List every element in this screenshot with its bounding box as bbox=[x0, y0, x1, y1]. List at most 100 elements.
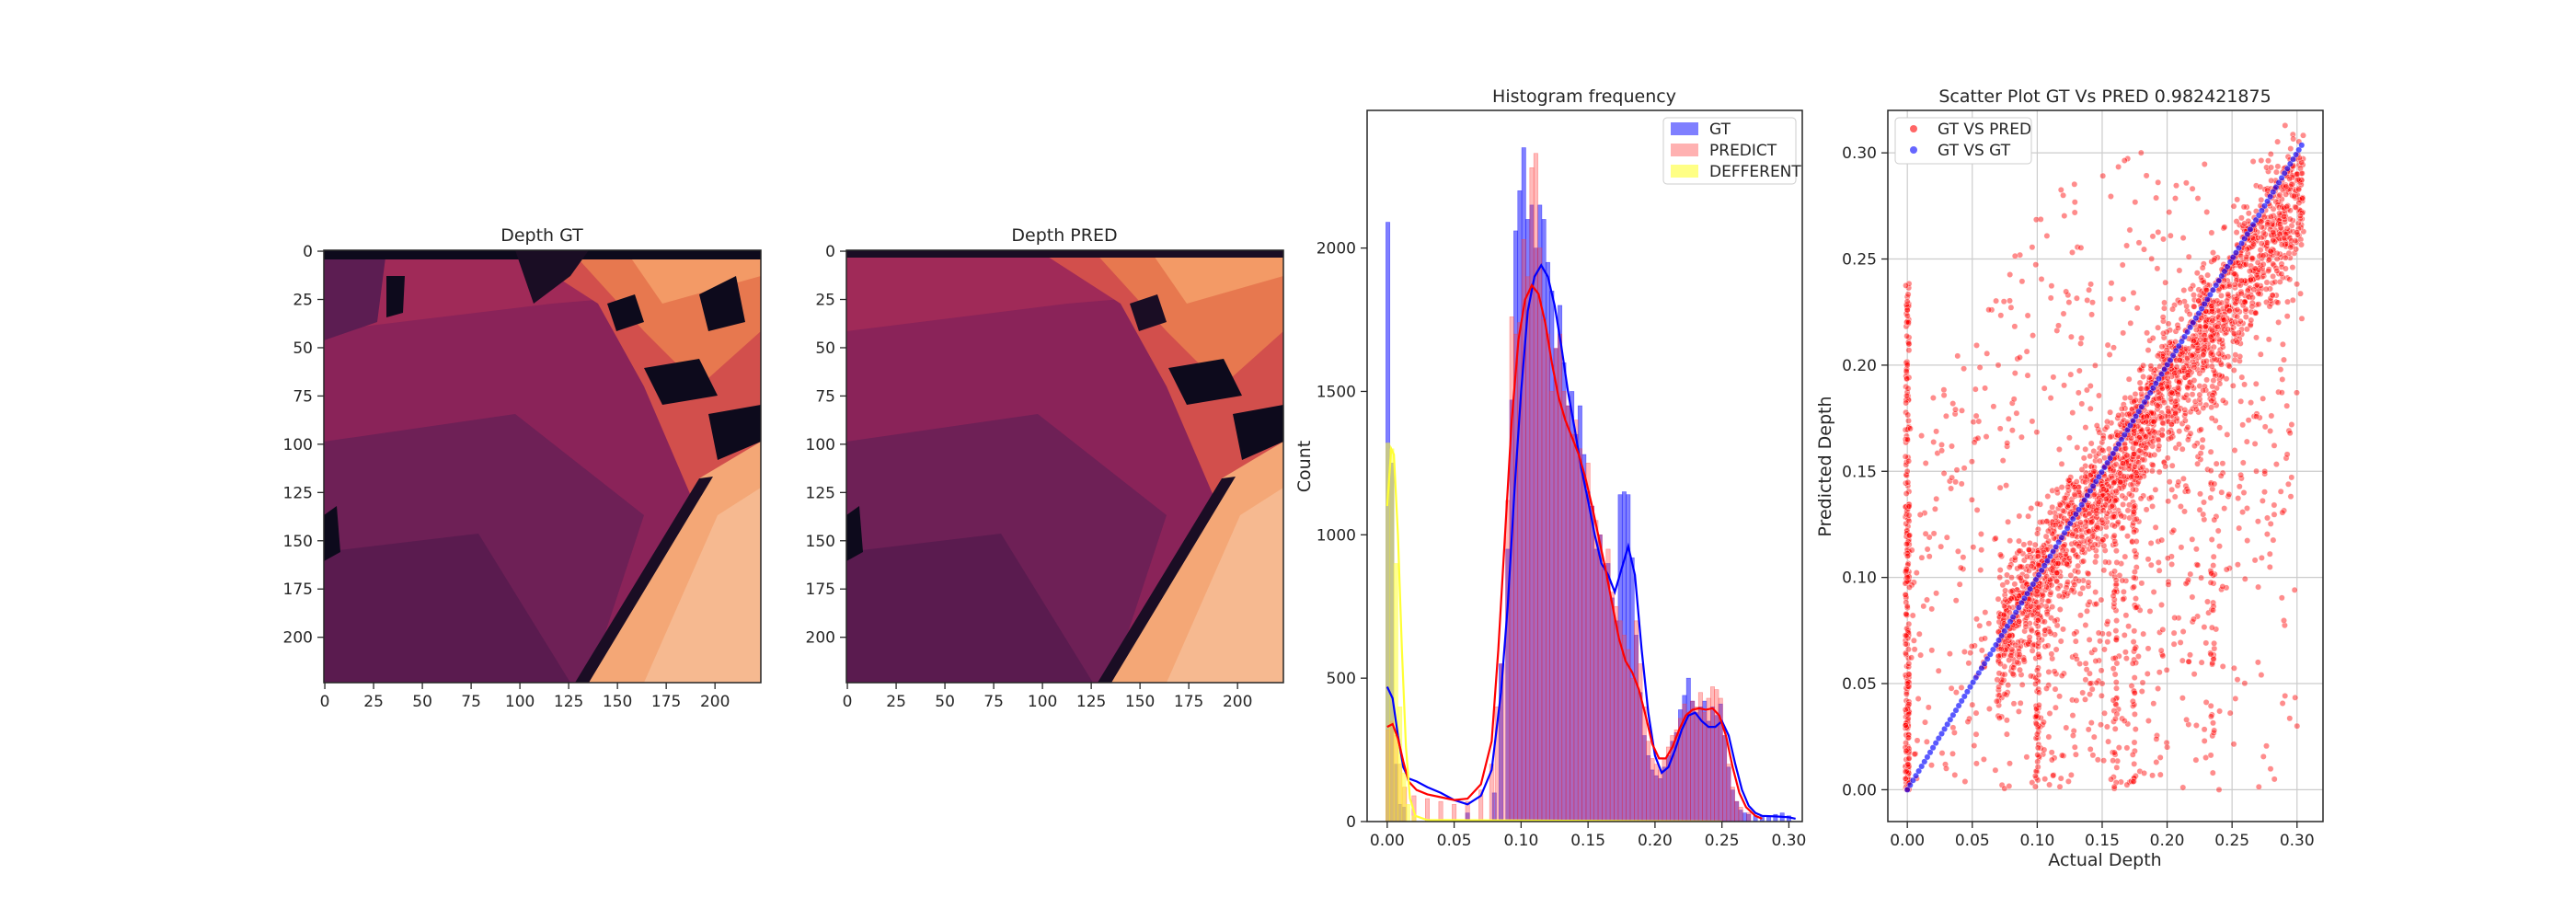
histogram-bar bbox=[1730, 787, 1735, 822]
scatter-point bbox=[1954, 547, 1961, 555]
scatter-point bbox=[2146, 452, 2154, 459]
scatter-point bbox=[2171, 493, 2179, 500]
scatter-point bbox=[2065, 501, 2073, 509]
scatter-point bbox=[2192, 406, 2200, 413]
legend-label-gt-vs-pred: GT VS PRED bbox=[1938, 121, 2031, 139]
histogram-bar bbox=[1389, 448, 1395, 822]
scatter-point bbox=[2251, 265, 2259, 272]
scatter-point bbox=[2156, 390, 2164, 397]
scatter-point bbox=[2049, 575, 2056, 582]
scatter-point bbox=[2149, 462, 2156, 469]
scatter-point bbox=[2153, 759, 2160, 765]
scatter-point bbox=[2113, 684, 2120, 692]
scatter-point bbox=[1904, 646, 1912, 653]
scatter-point bbox=[2060, 543, 2067, 550]
scatter-point bbox=[2279, 210, 2286, 217]
scatter-point bbox=[2028, 562, 2035, 569]
scatter-point bbox=[2025, 640, 2032, 648]
scatter-point bbox=[2162, 412, 2169, 420]
depth-pred-panel: Depth PRED 0 25 50 75 100 125 150 175 200 0 25 50 75… bbox=[806, 225, 1284, 711]
scatter-point bbox=[2097, 638, 2104, 645]
scatter-point bbox=[2087, 719, 2095, 726]
histogram-bar bbox=[1438, 800, 1443, 822]
scatter-point bbox=[2243, 253, 2250, 260]
scatter-point bbox=[2133, 469, 2140, 477]
scatter-point bbox=[2230, 741, 2237, 748]
scatter-point bbox=[2184, 424, 2191, 431]
y-tick-label: 0.10 bbox=[1842, 569, 1877, 588]
scatter-point bbox=[2136, 447, 2144, 454]
scatter-point bbox=[2089, 503, 2097, 510]
scatter-point bbox=[2264, 187, 2271, 194]
scatter-point bbox=[2063, 724, 2070, 731]
scatter-point bbox=[2147, 362, 2155, 370]
scatter-point bbox=[2105, 738, 2112, 745]
scatter-point bbox=[1994, 676, 2001, 684]
scatter-point bbox=[2270, 229, 2277, 236]
scatter-point bbox=[2263, 279, 2271, 286]
scatter-point bbox=[2281, 235, 2288, 242]
scatter-point bbox=[2267, 428, 2274, 434]
scatter-point bbox=[1904, 319, 1912, 326]
histogram-ylabel: Count bbox=[1294, 441, 1315, 492]
scatter-point bbox=[2297, 290, 2304, 297]
scatter-point bbox=[2086, 598, 2093, 605]
scatter-point bbox=[2035, 639, 2042, 647]
scatter-point bbox=[2017, 666, 2023, 673]
scatter-point bbox=[2198, 659, 2205, 666]
scatter-point bbox=[2278, 594, 2285, 602]
scatter-point bbox=[2171, 615, 2179, 621]
scatter-point bbox=[2236, 524, 2243, 532]
scatter-point bbox=[2082, 463, 2089, 469]
scatter-point bbox=[2273, 249, 2281, 257]
histogram-bar bbox=[1545, 333, 1550, 822]
scatter-grid bbox=[1888, 110, 2323, 822]
scatter-point bbox=[2169, 413, 2177, 420]
histogram-bar bbox=[1405, 803, 1410, 822]
scatter-point bbox=[2078, 400, 2086, 408]
scatter-point bbox=[2243, 260, 2249, 268]
x-tick-label: 150 bbox=[1125, 693, 1155, 711]
y-tick-label: 0.20 bbox=[1842, 357, 1877, 375]
scatter-point bbox=[2016, 537, 2022, 545]
scatter-point bbox=[2016, 651, 2023, 658]
scatter-point bbox=[2115, 412, 2122, 419]
scatter-point bbox=[2035, 672, 2042, 678]
y-tick-label: 0.15 bbox=[1842, 463, 1877, 481]
scatter-point bbox=[2270, 236, 2277, 244]
scatter-point bbox=[2186, 311, 2193, 317]
scatter-point bbox=[1949, 474, 1956, 481]
scatter-point bbox=[2007, 588, 2015, 595]
scatter-point bbox=[2265, 268, 2272, 274]
scatter-point bbox=[2174, 391, 2181, 398]
scatter-point bbox=[2291, 249, 2298, 257]
scatter-point bbox=[2090, 468, 2098, 475]
scatter-point bbox=[2286, 215, 2294, 223]
scatter-point bbox=[2149, 335, 2156, 341]
scatter-point bbox=[1970, 419, 1977, 425]
scatter-point bbox=[2159, 627, 2167, 633]
scatter-point bbox=[2149, 427, 2156, 434]
scatter-point bbox=[2272, 168, 2280, 176]
scatter-point bbox=[2047, 589, 2054, 596]
scatter-point bbox=[2020, 541, 2028, 548]
scatter-point bbox=[2179, 628, 2187, 635]
y-tick-label: 0.00 bbox=[1842, 781, 1877, 799]
scatter-point bbox=[2176, 441, 2182, 448]
scatter-point bbox=[2294, 170, 2301, 178]
scatter-point bbox=[2160, 329, 2167, 337]
scatter-point bbox=[2257, 351, 2264, 358]
scatter-point bbox=[1905, 417, 1912, 424]
scatter-point bbox=[2219, 397, 2226, 404]
scatter-point bbox=[2279, 340, 2286, 348]
scatter-point bbox=[2099, 172, 2107, 179]
scatter-point bbox=[2111, 523, 2119, 530]
scatter-point bbox=[2125, 375, 2133, 383]
scatter-point bbox=[2101, 709, 2108, 717]
scatter-point bbox=[2209, 327, 2216, 334]
scatter-point bbox=[2288, 237, 2295, 245]
scatter-point bbox=[2103, 723, 2110, 730]
scatter-point bbox=[2208, 229, 2215, 236]
scatter-point bbox=[1903, 611, 1910, 617]
scatter-point bbox=[2279, 509, 2286, 516]
